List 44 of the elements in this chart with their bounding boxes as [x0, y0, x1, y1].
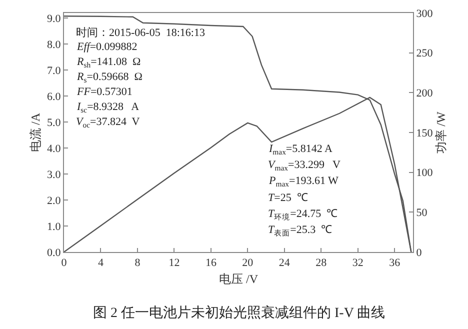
- x-tick-label: 32: [352, 257, 364, 270]
- y2-tick-label: 250: [416, 48, 434, 60]
- annotation: 时间：2015-06-05 18:16:13: [76, 26, 206, 39]
- x-tick-label: 20: [242, 257, 254, 270]
- annotation: R$_{s}$=0.59668 Ω: [76, 71, 142, 84]
- annotation: T$_{表面}$=25.3 ℃: [268, 224, 332, 238]
- x-tick-label: 28: [316, 257, 328, 270]
- y2-tick-label: 200: [416, 88, 434, 100]
- text: 图 2 任一电池片未初始光照衰减组件的 I-V 曲线: [93, 305, 386, 321]
- x-tick-label: 16: [205, 257, 217, 270]
- y-tick-label: 5.0: [47, 116, 62, 129]
- y2-tick-label: 150: [416, 127, 434, 140]
- x-tick-label: 24: [278, 257, 290, 270]
- y2-tick-label: 0: [416, 246, 422, 259]
- y2-tick-label: 100: [416, 167, 434, 180]
- y-tick-label: 7.0: [47, 65, 62, 77]
- annotation: T$_{环境}$=24.75 ℃: [268, 208, 338, 222]
- annotation: I$_{max}$=5.8142 A: [268, 143, 333, 156]
- x-tick-label: 12: [168, 257, 180, 270]
- x-tick-label: 8: [134, 257, 141, 270]
- y-tick-label: 4.0: [47, 142, 62, 155]
- annotation: R$_{sh}$=141.08 Ω: [76, 56, 141, 70]
- y-tick-label: 9.0: [47, 13, 62, 26]
- annotation: I$_{sc}$=8.9328 A: [76, 101, 140, 114]
- annotation: T=25 ℃: [268, 192, 308, 204]
- x-tick-label: 36: [389, 257, 401, 270]
- x-tick-label: 0: [61, 257, 68, 270]
- y2-axis-title: 功率 /W: [434, 111, 448, 154]
- y2-tick-label: 50: [416, 207, 428, 220]
- y2-tick-label: 300: [416, 8, 434, 20]
- annotation: P$_{max}$=193.61 W: [268, 175, 339, 188]
- annotation: V$_{max}$=33.299 V: [268, 159, 340, 172]
- y-tick-label: 0.0: [47, 246, 62, 259]
- x-tick-label: 4: [98, 257, 104, 270]
- y-axis-title: 电流 /A: [28, 112, 42, 152]
- y-tick-label: 6.0: [47, 90, 62, 103]
- y-tick-label: 3.0: [47, 168, 62, 181]
- x-axis-title: 电压 /V: [219, 272, 258, 286]
- annotation: FF=0.57301: [76, 86, 132, 98]
- annotation: Eff=0.099882: [76, 41, 138, 53]
- y-tick-label: 8.0: [47, 39, 62, 52]
- y-tick-label: 2.0: [47, 194, 62, 207]
- y-tick-label: 1.0: [47, 220, 62, 233]
- annotation: V$_{oc}$=37.824 V: [76, 116, 140, 130]
